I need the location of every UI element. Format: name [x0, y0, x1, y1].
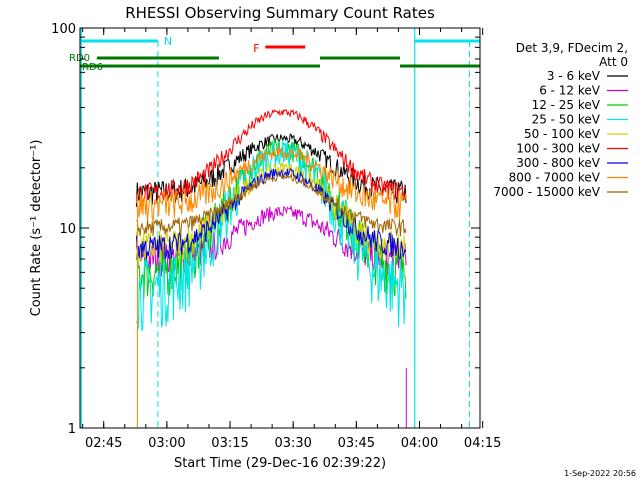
series-line-7 [135, 146, 407, 222]
series-line-8 [136, 172, 407, 237]
x-tick-label-6: 04:15 [464, 436, 501, 451]
x-tick-label-2: 03:15 [211, 436, 248, 451]
y-axis-label: Count Rate (s⁻¹ detector⁻¹) [29, 140, 44, 317]
legend-label-8: 7000 - 15000 keV [493, 185, 600, 199]
legend-label-7: 800 - 7000 keV [509, 171, 601, 185]
legend-label-3: 25 - 50 keV [532, 113, 601, 127]
legend-label-4: 50 - 100 keV [524, 127, 601, 141]
y-tick-label-1: 10 [59, 222, 76, 237]
x-tick-label-3: 03:30 [274, 436, 311, 451]
series-line-6 [135, 167, 407, 260]
legend-header-line-2: Att 0 [599, 55, 628, 69]
flare-label: F [253, 42, 259, 55]
x-tick-label-1: 03:00 [148, 436, 185, 451]
night-label: N [164, 35, 172, 48]
plot-frame [79, 27, 481, 429]
x-tick-label-0: 02:45 [85, 436, 122, 451]
series-line-0 [135, 133, 407, 207]
legend-label-2: 12 - 25 keV [532, 98, 601, 112]
chart-title: RHESSI Observing Summary Count Rates [125, 4, 435, 22]
x-axis-label: Start Time (29-Dec-16 02:39:22) [174, 456, 386, 471]
series-line-4 [135, 161, 407, 263]
legend-label-0: 3 - 6 keV [547, 69, 601, 83]
legend-label-6: 300 - 800 keV [516, 156, 600, 170]
series-line-5 [135, 109, 407, 205]
axis-ticks: 02:45 03:00 03:15 03:30 03:45 04:00 04:15 1 10 10… [51, 22, 501, 451]
rd6-label: RD6 [82, 62, 103, 73]
y-tick-label-0: 1 [68, 422, 76, 437]
legend-header-line-1: Det 3,9, FDecim 2, [516, 41, 628, 55]
y-tick-label-2: 100 [51, 22, 76, 37]
legend-label-1: 6 - 12 keV [539, 84, 601, 98]
footer-date: 1-Sep-2022 20:56 [564, 469, 636, 478]
x-tick-label-5: 04:00 [401, 436, 438, 451]
series-layer [135, 109, 407, 428]
x-tick-label-4: 03:45 [338, 436, 375, 451]
legend-label-5: 100 - 300 keV [516, 142, 600, 156]
